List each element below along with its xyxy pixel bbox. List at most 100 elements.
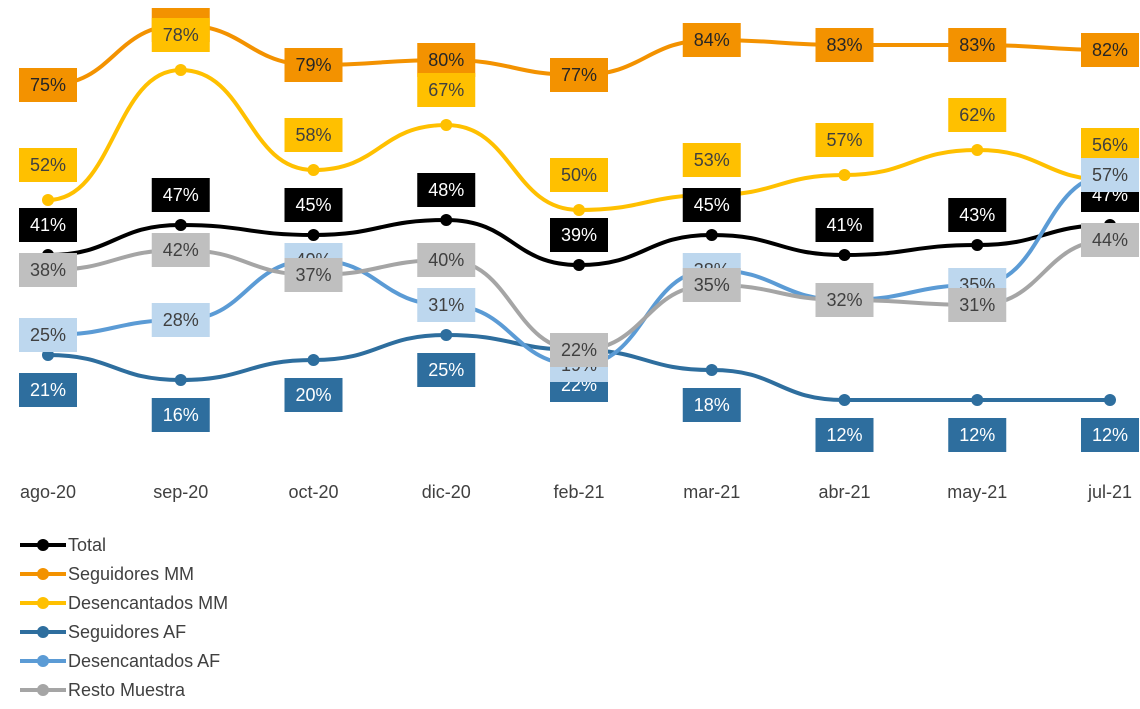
data-label-box [815, 123, 874, 157]
data-label-box [948, 288, 1007, 322]
data-label-box [550, 158, 608, 192]
data-label: 48% [428, 180, 464, 200]
point [705, 229, 718, 241]
data-label: 57% [826, 130, 862, 150]
data-label-box [19, 253, 77, 287]
data-label: 53% [694, 150, 730, 170]
data-label: 62% [959, 105, 995, 125]
point [307, 164, 320, 176]
legend-marker [37, 626, 49, 638]
data-label: 31% [428, 295, 464, 315]
series-line [47, 67, 1111, 213]
x-tick-label: jul-21 [1087, 482, 1132, 502]
data-label-box [815, 418, 874, 452]
point [307, 354, 320, 366]
x-tick-label: ago-20 [20, 482, 76, 502]
data-label: 83% [826, 35, 862, 55]
data-label: 31% [959, 295, 995, 315]
legend-marker [37, 568, 49, 580]
point [174, 374, 187, 386]
data-label-box [815, 28, 874, 62]
data-label-box [550, 58, 608, 92]
data-label-box [1081, 33, 1139, 67]
data-label-box [948, 418, 1007, 452]
data-label-box [417, 288, 476, 322]
x-tick-label: dic-20 [422, 482, 471, 502]
legend-marker [37, 539, 49, 551]
data-label-box [151, 178, 210, 212]
data-label: 56% [1092, 135, 1128, 155]
legend-label: Seguidores MM [68, 564, 194, 584]
data-label: 12% [959, 425, 995, 445]
data-label-box [948, 98, 1007, 132]
data-label: 12% [1092, 425, 1128, 445]
data-label: 77% [561, 65, 597, 85]
x-tick-label: mar-21 [683, 482, 740, 502]
data-label-box [284, 188, 343, 222]
point [440, 329, 453, 341]
data-label: 67% [428, 80, 464, 100]
data-label: 84% [694, 30, 730, 50]
data-label: 43% [959, 205, 995, 225]
data-label: 32% [826, 290, 862, 310]
data-label-box [682, 388, 741, 422]
data-label-box [417, 73, 476, 107]
data-label-box [682, 23, 741, 57]
data-label-box [151, 233, 210, 267]
data-label: 16% [163, 405, 199, 425]
x-tick-label: sep-20 [153, 482, 208, 502]
data-label: 35% [694, 275, 730, 295]
legend-marker [37, 655, 49, 667]
data-label-box [151, 18, 210, 52]
data-label-box [19, 373, 77, 407]
legend-label: Seguidores AF [68, 622, 186, 642]
data-label: 82% [1092, 40, 1128, 60]
data-label: 45% [295, 195, 331, 215]
point [705, 364, 718, 376]
point [440, 214, 453, 226]
data-label-box [1081, 223, 1139, 257]
point [174, 219, 187, 231]
data-label-box [417, 243, 476, 277]
data-label-box [417, 353, 476, 387]
data-label: 80% [428, 50, 464, 70]
data-label-box [550, 218, 608, 252]
data-label-box [550, 333, 608, 367]
data-label: 25% [30, 325, 66, 345]
data-label-box [284, 258, 343, 292]
point [1104, 394, 1116, 406]
point [838, 169, 851, 181]
legend-label: Resto Muestra [68, 680, 186, 700]
data-label: 25% [428, 360, 464, 380]
data-label-box [417, 43, 476, 77]
data-label-box [284, 378, 343, 412]
data-label: 75% [30, 75, 66, 95]
data-label-box [284, 48, 343, 82]
data-label: 39% [561, 225, 597, 245]
data-label: 52% [30, 155, 66, 175]
point [307, 229, 320, 241]
data-label: 22% [561, 340, 597, 360]
data-label-box [1081, 158, 1139, 192]
data-label: 37% [295, 265, 331, 285]
legend-label: Desencantados AF [68, 651, 220, 671]
data-label: 78% [163, 25, 199, 45]
data-label: 21% [30, 380, 66, 400]
legend-marker [37, 684, 49, 696]
data-label: 58% [295, 125, 331, 145]
legend-label: Total [68, 535, 106, 555]
data-label: 28% [163, 310, 199, 330]
data-label: 38% [30, 260, 66, 280]
data-label-box [1081, 128, 1139, 162]
data-label: 79% [295, 55, 331, 75]
point [971, 239, 984, 251]
data-label-box [682, 143, 741, 177]
point [971, 394, 984, 406]
data-label: 57% [1092, 165, 1128, 185]
point [573, 204, 585, 216]
data-label-box [19, 318, 77, 352]
data-label-box [948, 198, 1007, 232]
data-label: 42% [163, 240, 199, 260]
point [573, 259, 585, 271]
